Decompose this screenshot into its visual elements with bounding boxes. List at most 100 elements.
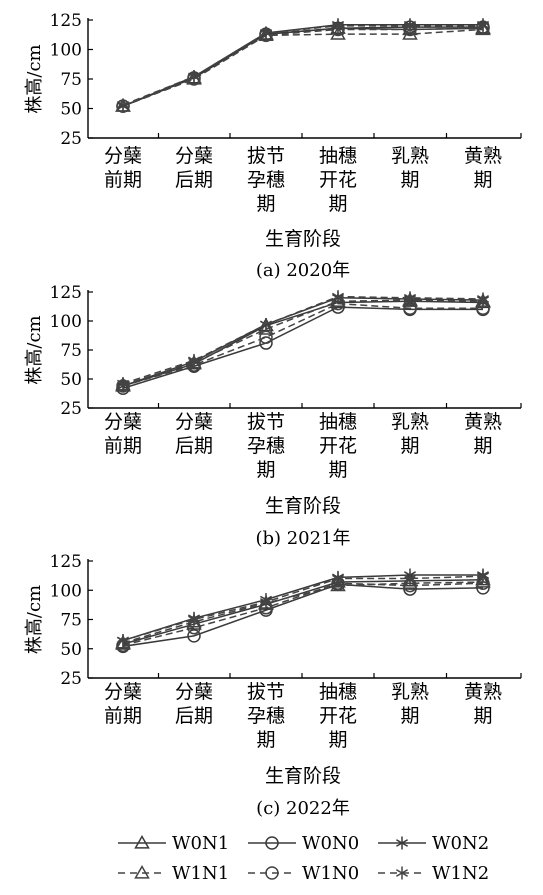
y-axis-label: 株高/cm <box>24 44 45 113</box>
x-tick-label: 期 <box>256 459 275 481</box>
x-tick-label: 期 <box>256 193 275 215</box>
series-line-w0n2 <box>122 297 484 387</box>
chart-caption: (c) 2022年 <box>256 798 350 819</box>
x-tick-label: 拔节 <box>247 411 285 433</box>
x-tick-label: 拔节 <box>247 681 285 703</box>
x-tick-label: 后期 <box>175 435 213 457</box>
legend-label: W1N1 <box>172 863 229 884</box>
data-point-w1n2 <box>331 290 345 304</box>
series-line-w1n0 <box>122 582 484 646</box>
y-tick-label: 125 <box>50 283 82 303</box>
legend-label: W0N1 <box>172 833 229 854</box>
y-axis-label: 株高/cm <box>24 315 45 384</box>
data-point-w1n2 <box>116 634 130 648</box>
data-point-w1n0 <box>259 330 273 344</box>
x-tick-label: 抽穗 <box>319 145 357 167</box>
y-tick-label: 75 <box>60 70 82 90</box>
x-tick-label: 分蘖 <box>175 681 213 703</box>
x-tick-label: 开花 <box>319 169 357 191</box>
x-tick-label: 期 <box>256 729 275 751</box>
y-tick-label: 25 <box>60 129 82 149</box>
x-tick-label: 孕穗 <box>247 435 285 457</box>
data-point-w1n1 <box>402 575 418 589</box>
data-point-w1n2 <box>403 19 417 33</box>
x-tick-label: 黄熟 <box>464 411 502 433</box>
data-point-w1n2 <box>187 353 201 367</box>
data-point-w1n2 <box>403 291 417 305</box>
x-tick-label: 分蘖 <box>104 681 142 703</box>
x-tick-label: 乳熟 <box>391 681 429 703</box>
series-line-w1n1 <box>122 299 484 386</box>
series-line-w0n1 <box>122 300 484 387</box>
x-tick-label: 期 <box>328 729 347 751</box>
y-tick-label: 50 <box>60 100 82 120</box>
series-line-w0n2 <box>122 23 483 107</box>
series-line-w1n0 <box>122 27 484 107</box>
x-tick-label: 期 <box>400 435 419 457</box>
series-line-w1n1 <box>122 581 484 644</box>
chart-caption: (b) 2021年 <box>255 528 350 549</box>
series-line-w0n1 <box>122 578 484 645</box>
series-line-w0n1 <box>122 27 484 107</box>
x-tick-label: 乳熟 <box>391 145 429 167</box>
chart-panel-2: 255075100125分蘖前期分蘖后期拔节孕穗期抽穗开花期乳熟期黄熟期株高/c… <box>24 283 522 549</box>
data-point-w1n2 <box>187 613 201 626</box>
data-point-w1n2 <box>331 572 345 586</box>
data-point-w1n1 <box>330 26 346 40</box>
legend: W0N1 W0N0 W0N2 W1N1 W1N0 W1N2 <box>118 833 489 884</box>
x-tick-label: 期 <box>473 169 492 191</box>
x-tick-label: 分蘖 <box>175 145 213 167</box>
y-tick-label: 75 <box>60 611 82 631</box>
y-tick-label: 100 <box>50 312 82 332</box>
x-tick-label: 期 <box>473 705 492 727</box>
x-tick-label: 前期 <box>104 169 142 191</box>
y-tick-label: 125 <box>50 11 82 31</box>
x-tick-label: 后期 <box>175 705 213 727</box>
data-point-w1n1 <box>258 321 274 335</box>
legend-marker-w1n1 <box>134 864 150 879</box>
x-tick-label: 分蘖 <box>104 411 142 433</box>
y-tick-label: 75 <box>60 341 82 361</box>
data-point-w1n2 <box>476 292 490 306</box>
data-point-w0n0 <box>187 629 201 643</box>
x-tick-label: 期 <box>473 435 492 457</box>
x-tick-label: 期 <box>400 169 419 191</box>
chart-panel-1: 255075100125分蘖前期分蘖后期拔节孕穗期抽穗开花期乳熟期黄熟期株高/c… <box>24 11 522 281</box>
data-point-w1n2 <box>116 377 130 391</box>
x-tick-label: 孕穗 <box>247 169 285 191</box>
data-point-w1n1 <box>475 574 491 588</box>
x-tick-label: 分蘖 <box>175 411 213 433</box>
x-tick-label: 前期 <box>104 705 142 727</box>
series-line-w1n0 <box>122 302 483 387</box>
x-axis-label: 生育阶段 <box>265 765 341 787</box>
legend-label: W0N2 <box>432 833 489 854</box>
legend-marker-w0n0 <box>265 836 279 850</box>
x-tick-label: 孕穗 <box>247 705 285 727</box>
x-axis-label: 生育阶段 <box>265 495 341 517</box>
x-tick-label: 期 <box>400 705 419 727</box>
x-tick-label: 黄熟 <box>464 145 502 167</box>
data-point-w1n2 <box>259 595 273 609</box>
data-point-w1n2 <box>187 70 201 84</box>
series-line-w1n1 <box>122 28 484 107</box>
y-tick-label: 100 <box>50 581 82 601</box>
x-tick-label: 开花 <box>319 705 357 727</box>
y-tick-label: 50 <box>60 640 82 660</box>
y-axis-label: 株高/cm <box>24 585 45 654</box>
data-point-w1n2 <box>403 572 417 586</box>
series-line-w0n0 <box>122 26 483 107</box>
y-tick-label: 25 <box>60 399 82 419</box>
x-tick-label: 开花 <box>319 435 357 457</box>
series-line-w0n0 <box>122 306 483 389</box>
series-line-w0n0 <box>122 583 484 648</box>
legend-label: W1N2 <box>432 863 489 884</box>
data-point-w1n1 <box>402 26 418 40</box>
data-point-w1n2 <box>476 19 490 33</box>
legend-marker-w0n2 <box>395 836 409 850</box>
legend-marker-w1n0 <box>265 866 279 880</box>
y-tick-label: 25 <box>60 669 82 689</box>
chart-panel-3: 255075100125分蘖前期分蘖后期拔节孕穗期抽穗开花期乳熟期黄熟期株高/c… <box>24 552 522 819</box>
series-line-w0n2 <box>122 574 483 642</box>
legend-label: W1N0 <box>302 863 359 884</box>
